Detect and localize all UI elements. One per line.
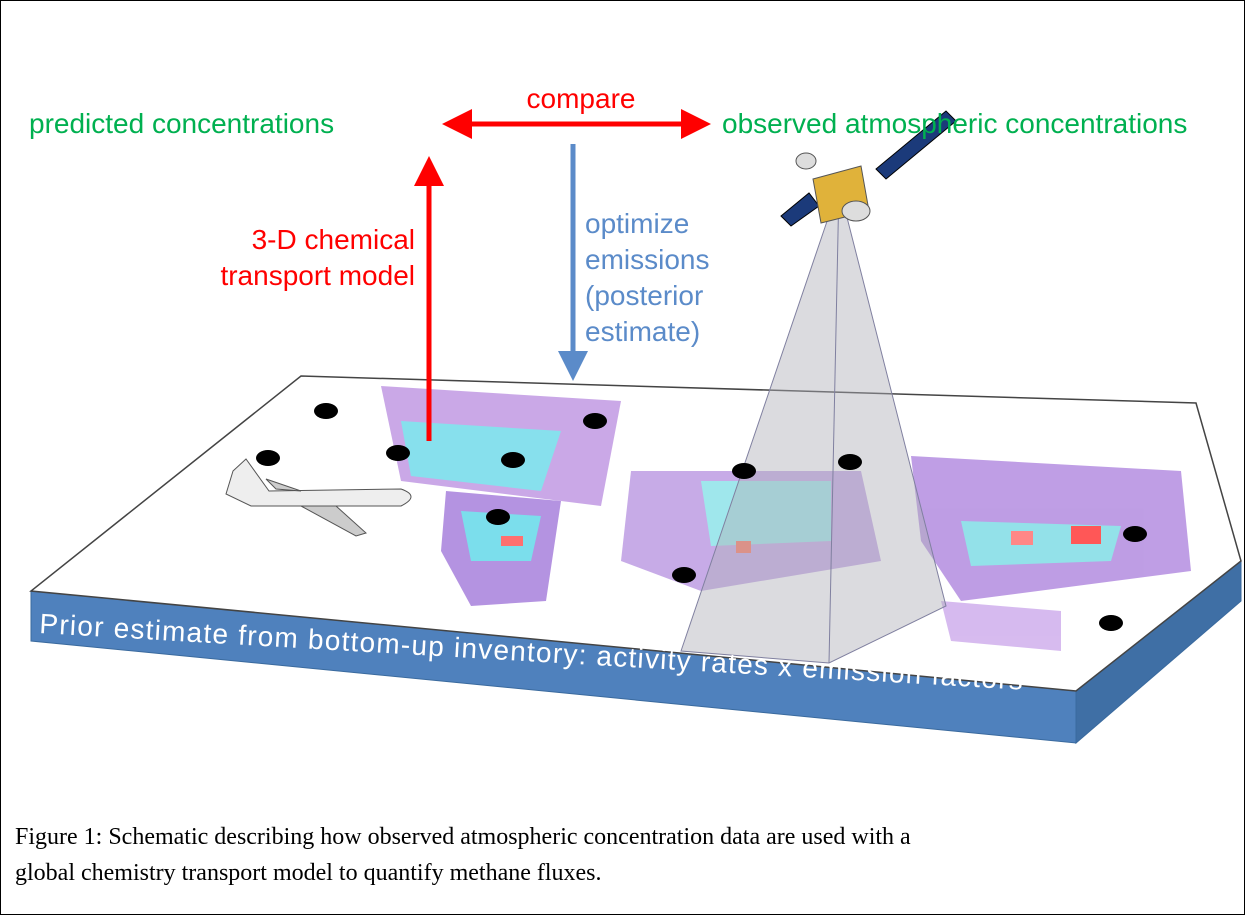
caption-line: Figure 1: Schematic describing how obser… bbox=[15, 819, 1230, 855]
optimize-label: emissions bbox=[585, 244, 709, 275]
model-label: transport model bbox=[220, 260, 415, 291]
optimize-label: estimate) bbox=[585, 316, 700, 347]
compare-label: compare bbox=[527, 83, 636, 114]
page: predicted concentrations compare observe… bbox=[0, 0, 1245, 915]
caption: Figure 1: Schematic describing how obser… bbox=[15, 819, 1230, 891]
diagram: predicted concentrations compare observe… bbox=[1, 1, 1244, 811]
optimize-label: optimize bbox=[585, 208, 689, 239]
optimize-label: (posterior bbox=[585, 280, 703, 311]
predicted-label: predicted concentrations bbox=[29, 108, 334, 139]
caption-line: global chemistry transport model to quan… bbox=[15, 855, 1230, 891]
model-label: 3-D chemical bbox=[252, 224, 415, 255]
observed-label: observed atmospheric concentrations bbox=[722, 108, 1187, 139]
